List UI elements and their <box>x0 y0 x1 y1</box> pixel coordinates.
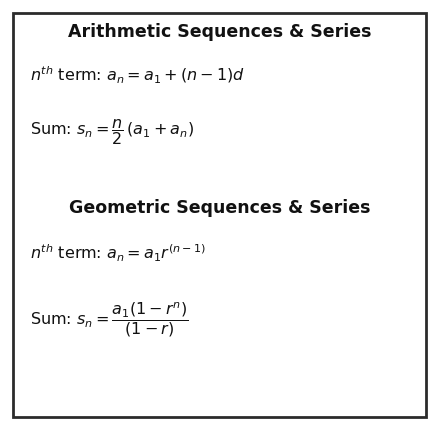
Text: $n^{th}$ term: $a_n = a_1 + (n-1)d$: $n^{th}$ term: $a_n = a_1 + (n-1)d$ <box>30 64 244 86</box>
Text: Geometric Sequences & Series: Geometric Sequences & Series <box>69 199 369 217</box>
Text: $n^{th}$ term: $a_n = a_1 r^{(n-1)}$: $n^{th}$ term: $a_n = a_1 r^{(n-1)}$ <box>30 242 205 264</box>
Text: Sum: $s_n = \dfrac{a_1(1 - r^n)}{(1-r)}$: Sum: $s_n = \dfrac{a_1(1 - r^n)}{(1-r)}$ <box>30 301 188 339</box>
Text: Arithmetic Sequences & Series: Arithmetic Sequences & Series <box>67 23 371 41</box>
FancyBboxPatch shape <box>13 13 425 417</box>
Text: Sum: $s_n = \dfrac{n}{2}\,(a_1 + a_n)$: Sum: $s_n = \dfrac{n}{2}\,(a_1 + a_n)$ <box>30 117 194 147</box>
